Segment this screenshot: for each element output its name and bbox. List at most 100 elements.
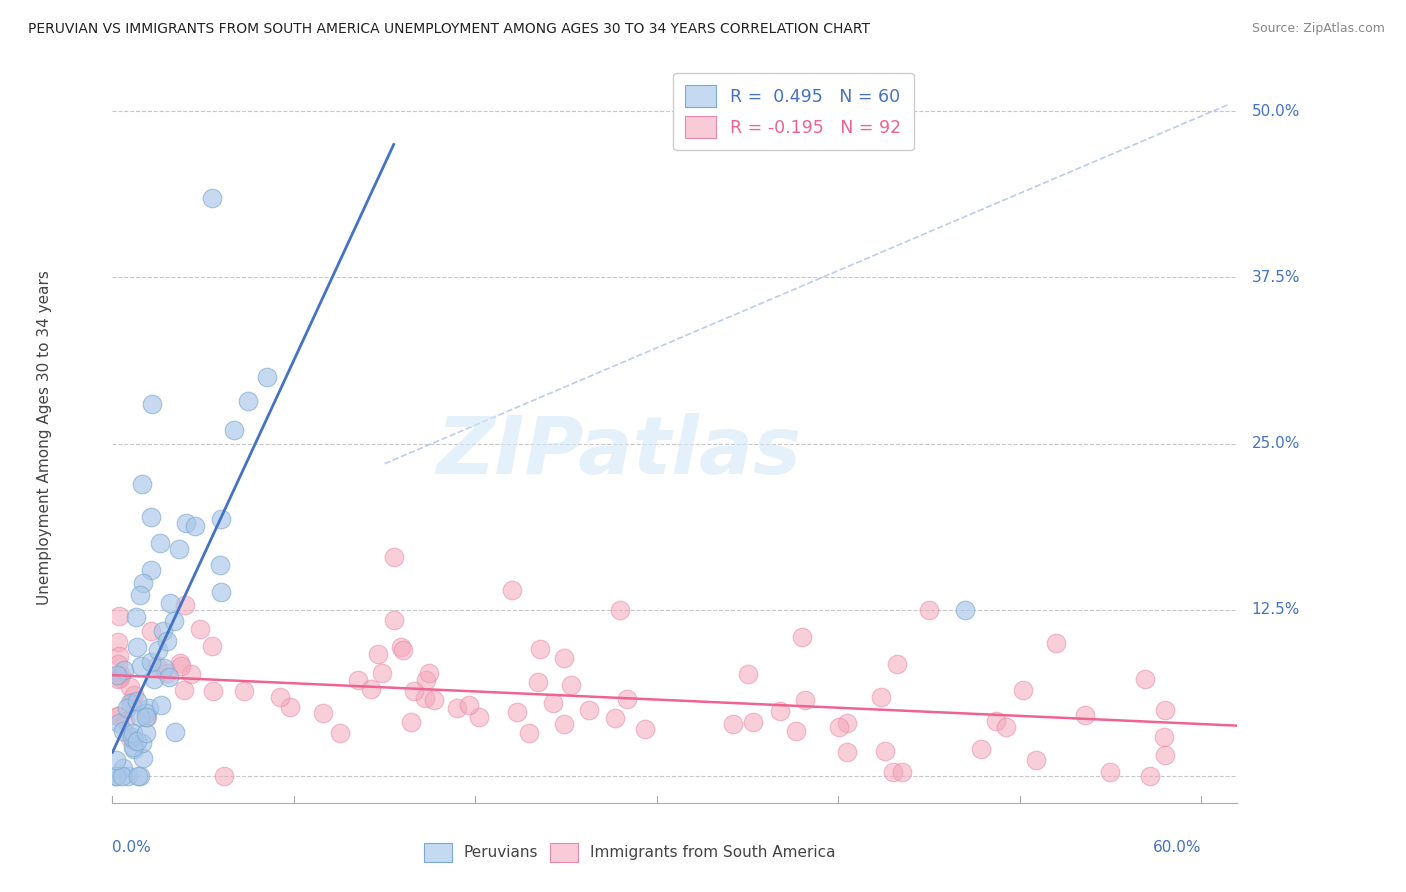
Point (1073, 708, 1095, 723)
Point (1099, 765, 1122, 780)
Text: PERUVIAN VS IMMIGRANTS FROM SOUTH AMERICA UNEMPLOYMENT AMONG AGES 30 TO 34 YEARS: PERUVIAN VS IMMIGRANTS FROM SOUTH AMERIC… (28, 22, 870, 37)
Point (112, 761, 135, 775)
Text: 25.0%: 25.0% (1251, 436, 1301, 451)
Point (329, 726, 352, 740)
Point (112, 663, 135, 677)
Point (737, 667, 759, 681)
Point (238, 393, 260, 408)
Point (129, 588, 152, 602)
Text: 0.0%: 0.0% (112, 840, 152, 855)
Point (446, 701, 468, 715)
Point (135, 725, 157, 739)
Point (149, 536, 172, 550)
Point (209, 512, 232, 526)
Point (135, 709, 157, 723)
Point (201, 640, 224, 654)
Point (118, 731, 141, 745)
Point (415, 673, 437, 687)
Point (278, 700, 301, 714)
Point (870, 690, 893, 705)
Point (155, 634, 177, 648)
Text: 50.0%: 50.0% (1251, 103, 1301, 119)
Point (167, 541, 190, 556)
Point (107, 649, 129, 664)
Point (391, 643, 413, 657)
Point (180, 667, 202, 681)
Point (312, 706, 335, 720)
Text: ZIPatlas: ZIPatlas (436, 413, 801, 491)
Point (794, 692, 817, 706)
Point (890, 765, 912, 780)
Point (115, 701, 138, 715)
Point (131, 476, 153, 491)
Text: Source: ZipAtlas.com: Source: ZipAtlas.com (1251, 22, 1385, 36)
Point (139, 563, 162, 577)
Point (741, 714, 763, 729)
Point (918, 603, 941, 617)
Point (201, 191, 224, 205)
Point (208, 558, 231, 572)
Point (875, 744, 897, 758)
Point (131, 736, 153, 750)
Point (110, 668, 132, 682)
Point (114, 714, 136, 729)
Point (1025, 753, 1047, 767)
Point (157, 670, 180, 684)
Point (141, 397, 163, 411)
Point (173, 682, 195, 697)
Point (616, 691, 638, 706)
Point (418, 666, 440, 681)
Point (790, 630, 813, 644)
Point (953, 603, 976, 617)
Point (970, 742, 993, 756)
Point (105, 769, 128, 783)
Point (1153, 703, 1175, 717)
Point (543, 697, 565, 711)
Point (107, 635, 129, 649)
Point (105, 769, 128, 783)
Point (125, 640, 148, 654)
Point (1139, 769, 1161, 783)
Point (107, 708, 129, 723)
Point (128, 709, 150, 723)
Point (141, 624, 163, 638)
Point (125, 609, 148, 624)
Point (152, 624, 174, 639)
Point (122, 739, 145, 754)
Point (118, 696, 141, 710)
Point (127, 693, 149, 707)
Point (560, 677, 582, 691)
Point (132, 751, 155, 765)
Point (578, 703, 600, 717)
Point (128, 769, 150, 783)
Text: Unemployment Among Ages 30 to 34 years: Unemployment Among Ages 30 to 34 years (38, 269, 52, 605)
Point (1153, 731, 1175, 745)
Point (111, 724, 134, 739)
Text: 37.5%: 37.5% (1251, 270, 1301, 285)
Point (882, 765, 904, 780)
Point (122, 726, 145, 740)
Point (173, 598, 195, 612)
Point (360, 681, 382, 696)
Point (129, 658, 152, 673)
Point (468, 710, 491, 724)
Point (553, 717, 575, 731)
Point (837, 745, 859, 759)
Point (150, 698, 173, 713)
Point (146, 658, 169, 673)
Point (402, 684, 425, 698)
Point (176, 516, 198, 531)
Point (139, 509, 162, 524)
Point (994, 720, 1017, 734)
Point (506, 705, 529, 719)
Point (634, 723, 657, 737)
Point (347, 673, 370, 688)
Point (382, 549, 405, 564)
Text: 60.0%: 60.0% (1153, 840, 1201, 855)
Point (118, 681, 141, 695)
Point (125, 734, 148, 748)
Point (1133, 672, 1156, 686)
Point (107, 708, 129, 723)
Text: 12.5%: 12.5% (1251, 602, 1301, 617)
Point (108, 609, 131, 624)
